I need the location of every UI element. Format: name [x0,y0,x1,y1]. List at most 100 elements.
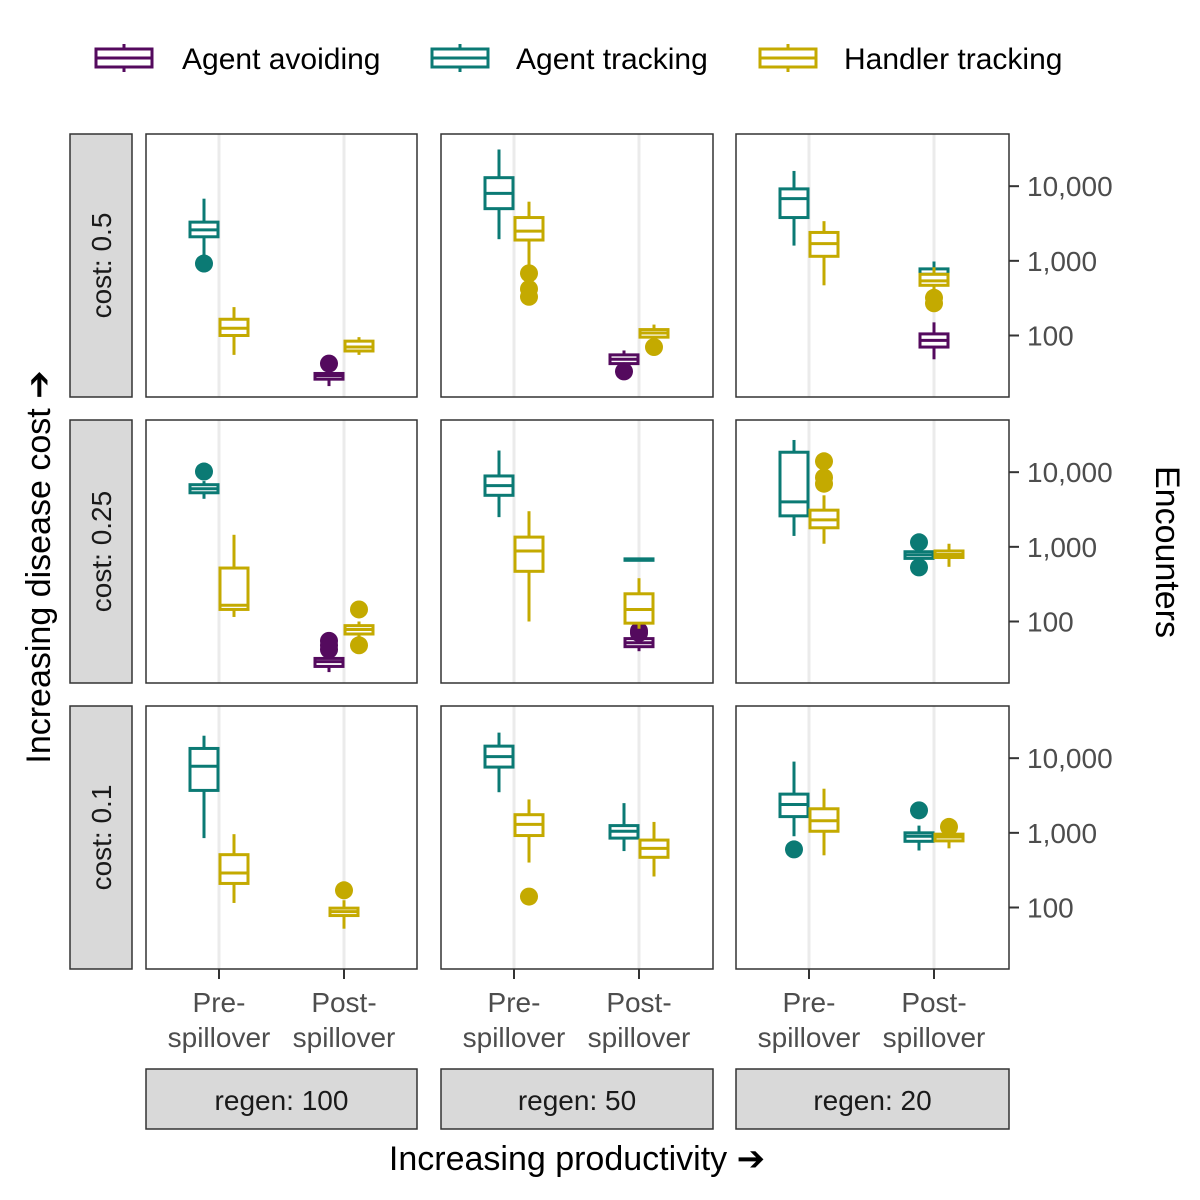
panel-border [735,133,1010,398]
legend-label: Agent tracking [516,43,708,76]
strip-label: cost: 0.25 [86,491,117,612]
box-agent-tracking [778,439,810,536]
panel-border [145,705,418,970]
panel-background [441,420,713,683]
box-iqr [188,746,220,792]
box-agent-avoiding [608,350,640,381]
x-tick-label: Post- [311,987,376,1018]
strip-cost-2: cost: 0.1 [69,705,133,970]
outlier-point [815,468,833,487]
box-agent-tracking [188,462,220,499]
box-handler-tracking [343,337,375,355]
panel-background [146,134,417,397]
box-agent-tracking [778,170,810,246]
outlier-point [320,354,338,373]
x-tick-label: Pre- [193,987,246,1018]
box-handler-tracking [623,578,655,629]
box-agent-tracking [608,803,640,852]
box-agent-tracking [188,198,220,273]
panel-r0-c1 [440,133,714,398]
panel-background [736,420,1009,683]
legend-label: Handler tracking [844,43,1062,76]
y-tick-label: 10,000 [1027,171,1113,202]
panel-r2-c1 [440,705,714,970]
box-handler-tracking [513,511,545,622]
box-agent-tracking [623,557,655,562]
panel-r1-c1 [440,419,714,684]
facet-strips: regen: 100 regen: 50 regen: 20 cost: 0.5 cos… [69,133,1010,1130]
panel-border [440,133,714,398]
x-tick-label: Pre- [783,987,836,1018]
box-handler-tracking [638,821,670,877]
box-iqr [218,853,250,885]
legend: Agent avoiding Agent tracking Handler trac… [94,43,1062,76]
panel-background [736,134,1009,397]
outlier-point [320,631,338,650]
outlier-point [910,558,928,577]
box-agent-avoiding [313,354,345,387]
outlier-point [925,294,943,313]
panel-border [735,419,1010,684]
outlier-point [335,881,353,900]
box-iqr [513,216,545,242]
y-tick-label: 100 [1027,320,1074,351]
box-handler-tracking [918,267,950,313]
box-handler-tracking [218,307,250,355]
panel-background [441,706,713,969]
y-tick-label: 100 [1027,606,1074,637]
strip-box [735,1068,1010,1130]
box-handler-tracking [343,600,375,655]
box-handler-tracking [513,201,545,306]
box-agent-tracking [778,761,810,859]
panel-background [441,134,713,397]
x-tick-label: spillover [168,1022,271,1053]
strip-box [145,1068,418,1130]
legend-item-handler-tracking: Handler tracking [758,43,1062,76]
strip-box [440,1068,714,1130]
strip-box [69,133,133,398]
box-handler-tracking [808,452,840,544]
box-handler-tracking [808,221,840,286]
box-agent-avoiding [918,322,950,360]
box-iqr [513,535,545,573]
outlier-point [520,264,538,283]
y-tick-label: 1,000 [1027,532,1097,563]
panel-r2-c0 [145,705,418,970]
y-tick-label: 1,000 [1027,246,1097,277]
panel-background [736,706,1009,969]
box-agent-tracking [483,732,515,793]
box-handler-tracking [218,534,250,617]
y-tick-label: 1,000 [1027,818,1097,849]
x-axis: Pre-spillover Post-spillover Pre-spillover… [168,969,985,1053]
outlier-point [785,840,803,859]
x-tick-label: spillover [293,1022,396,1053]
outlier-point [645,338,663,357]
legend-item-agent-avoiding: Agent avoiding [94,43,381,76]
x-axis-title: Increasing productivity ➔ [389,1140,765,1178]
panel-background [146,706,417,969]
box-handler-tracking [218,834,250,903]
box-agent-tracking [903,801,935,851]
outlier-point [195,254,213,273]
strip-box [69,705,133,970]
strip-cost-0: cost: 0.5 [69,133,133,398]
box-handler-tracking [638,324,670,357]
x-tick-label: spillover [758,1022,861,1053]
y-axis-right-title: Encounters [1148,466,1186,638]
y-tick-label: 100 [1027,892,1074,923]
x-tick-label: Post- [606,987,671,1018]
box-agent-tracking [483,149,515,240]
y-tick-label: 10,000 [1027,743,1113,774]
box-handler-tracking [808,788,840,856]
panel-border [145,419,418,684]
box-agent-tracking [903,533,935,577]
panel-border [735,705,1010,970]
strip-cost-1: cost: 0.25 [69,419,133,684]
panel-r1-c0 [145,419,418,684]
panel-border [440,419,714,684]
box-handler-tracking [933,543,965,567]
panel-border [440,705,714,970]
panel-r0-c0 [145,133,418,398]
strip-label: regen: 100 [215,1085,349,1116]
